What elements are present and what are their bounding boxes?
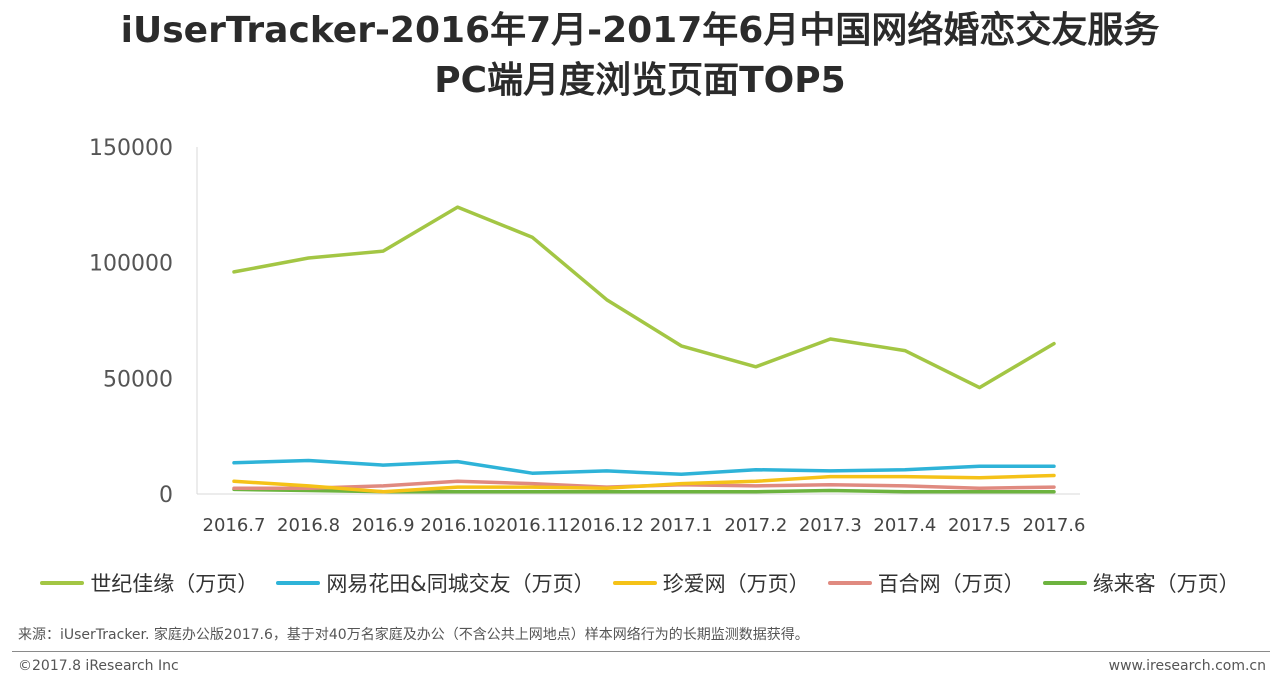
series-line: [232, 473, 1056, 494]
x-axis: 2016.7 2016.8 2016.9 2016.10 2016.11 2016.12 2…: [197, 493, 1086, 536]
legend-swatch: [276, 581, 321, 585]
series-line: [232, 458, 1056, 477]
legend-item: 百合网（万页）: [827, 568, 1025, 598]
x-tick-label: 2017.3: [799, 515, 862, 536]
series-line: [232, 205, 1056, 390]
legend-swatch: [827, 581, 872, 585]
x-tick-label: 2016.7: [203, 515, 266, 536]
legend-swatch: [612, 581, 657, 585]
legend-label: 缘来客（万页）: [1092, 572, 1240, 596]
x-tick-label: 2016.11: [495, 515, 569, 536]
x-tick-label: 2017.4: [873, 515, 936, 536]
legend-swatch: [40, 581, 85, 585]
source-note: 来源：iUserTracker. 家庭办公版2017.6，基于对40万名家庭及办…: [18, 627, 809, 643]
y-axis: 0 50000 100000 150000: [89, 136, 198, 508]
legend-item: 网易花田&同城交友（万页）: [276, 568, 595, 598]
legend-label: 网易花田&同城交友（万页）: [326, 572, 595, 596]
x-tick-label: 2016.8: [277, 515, 340, 536]
legend-swatch: [1042, 581, 1087, 585]
series-lines: [232, 205, 1056, 494]
y-tick-label: 50000: [103, 367, 173, 392]
x-tick-label: 2017.6: [1023, 515, 1086, 536]
legend-item: 缘来客（万页）: [1042, 568, 1240, 598]
chart-title-line1: iUserTracker-2016年7月-2017年6月中国网络婚恋交友服务: [120, 10, 1160, 51]
chart-legend: 世纪佳缘（万页） 网易花田&同城交友（万页） 珍爱网（万页） 百合网（万页） 缘来客（万…: [0, 566, 1280, 600]
copyright-text: ©2017.8 iResearch Inc: [18, 658, 179, 674]
website-url: www.iresearch.com.cn: [1108, 658, 1266, 674]
x-tick-label: 2016.12: [570, 515, 644, 536]
y-tick-label: 100000: [89, 252, 173, 277]
legend-item: 世纪佳缘（万页）: [40, 568, 258, 598]
legend-label: 世纪佳缘（万页）: [90, 572, 259, 596]
x-tick-label: 2017.5: [948, 515, 1011, 536]
x-tick-label: 2017.2: [724, 515, 787, 536]
y-tick-label: 150000: [89, 136, 173, 161]
legend-label: 珍爱网（万页）: [662, 572, 810, 596]
legend-item: 珍爱网（万页）: [612, 568, 810, 598]
y-tick-label: 0: [159, 483, 173, 508]
legend-label: 百合网（万页）: [877, 572, 1025, 596]
footer-divider: [12, 651, 1270, 652]
x-tick-label: 2016.9: [352, 515, 415, 536]
x-tick-label: 2016.10: [420, 515, 494, 536]
x-tick-label: 2017.1: [650, 515, 713, 536]
chart-title-line2: PC端月度浏览页面TOP5: [434, 60, 846, 101]
